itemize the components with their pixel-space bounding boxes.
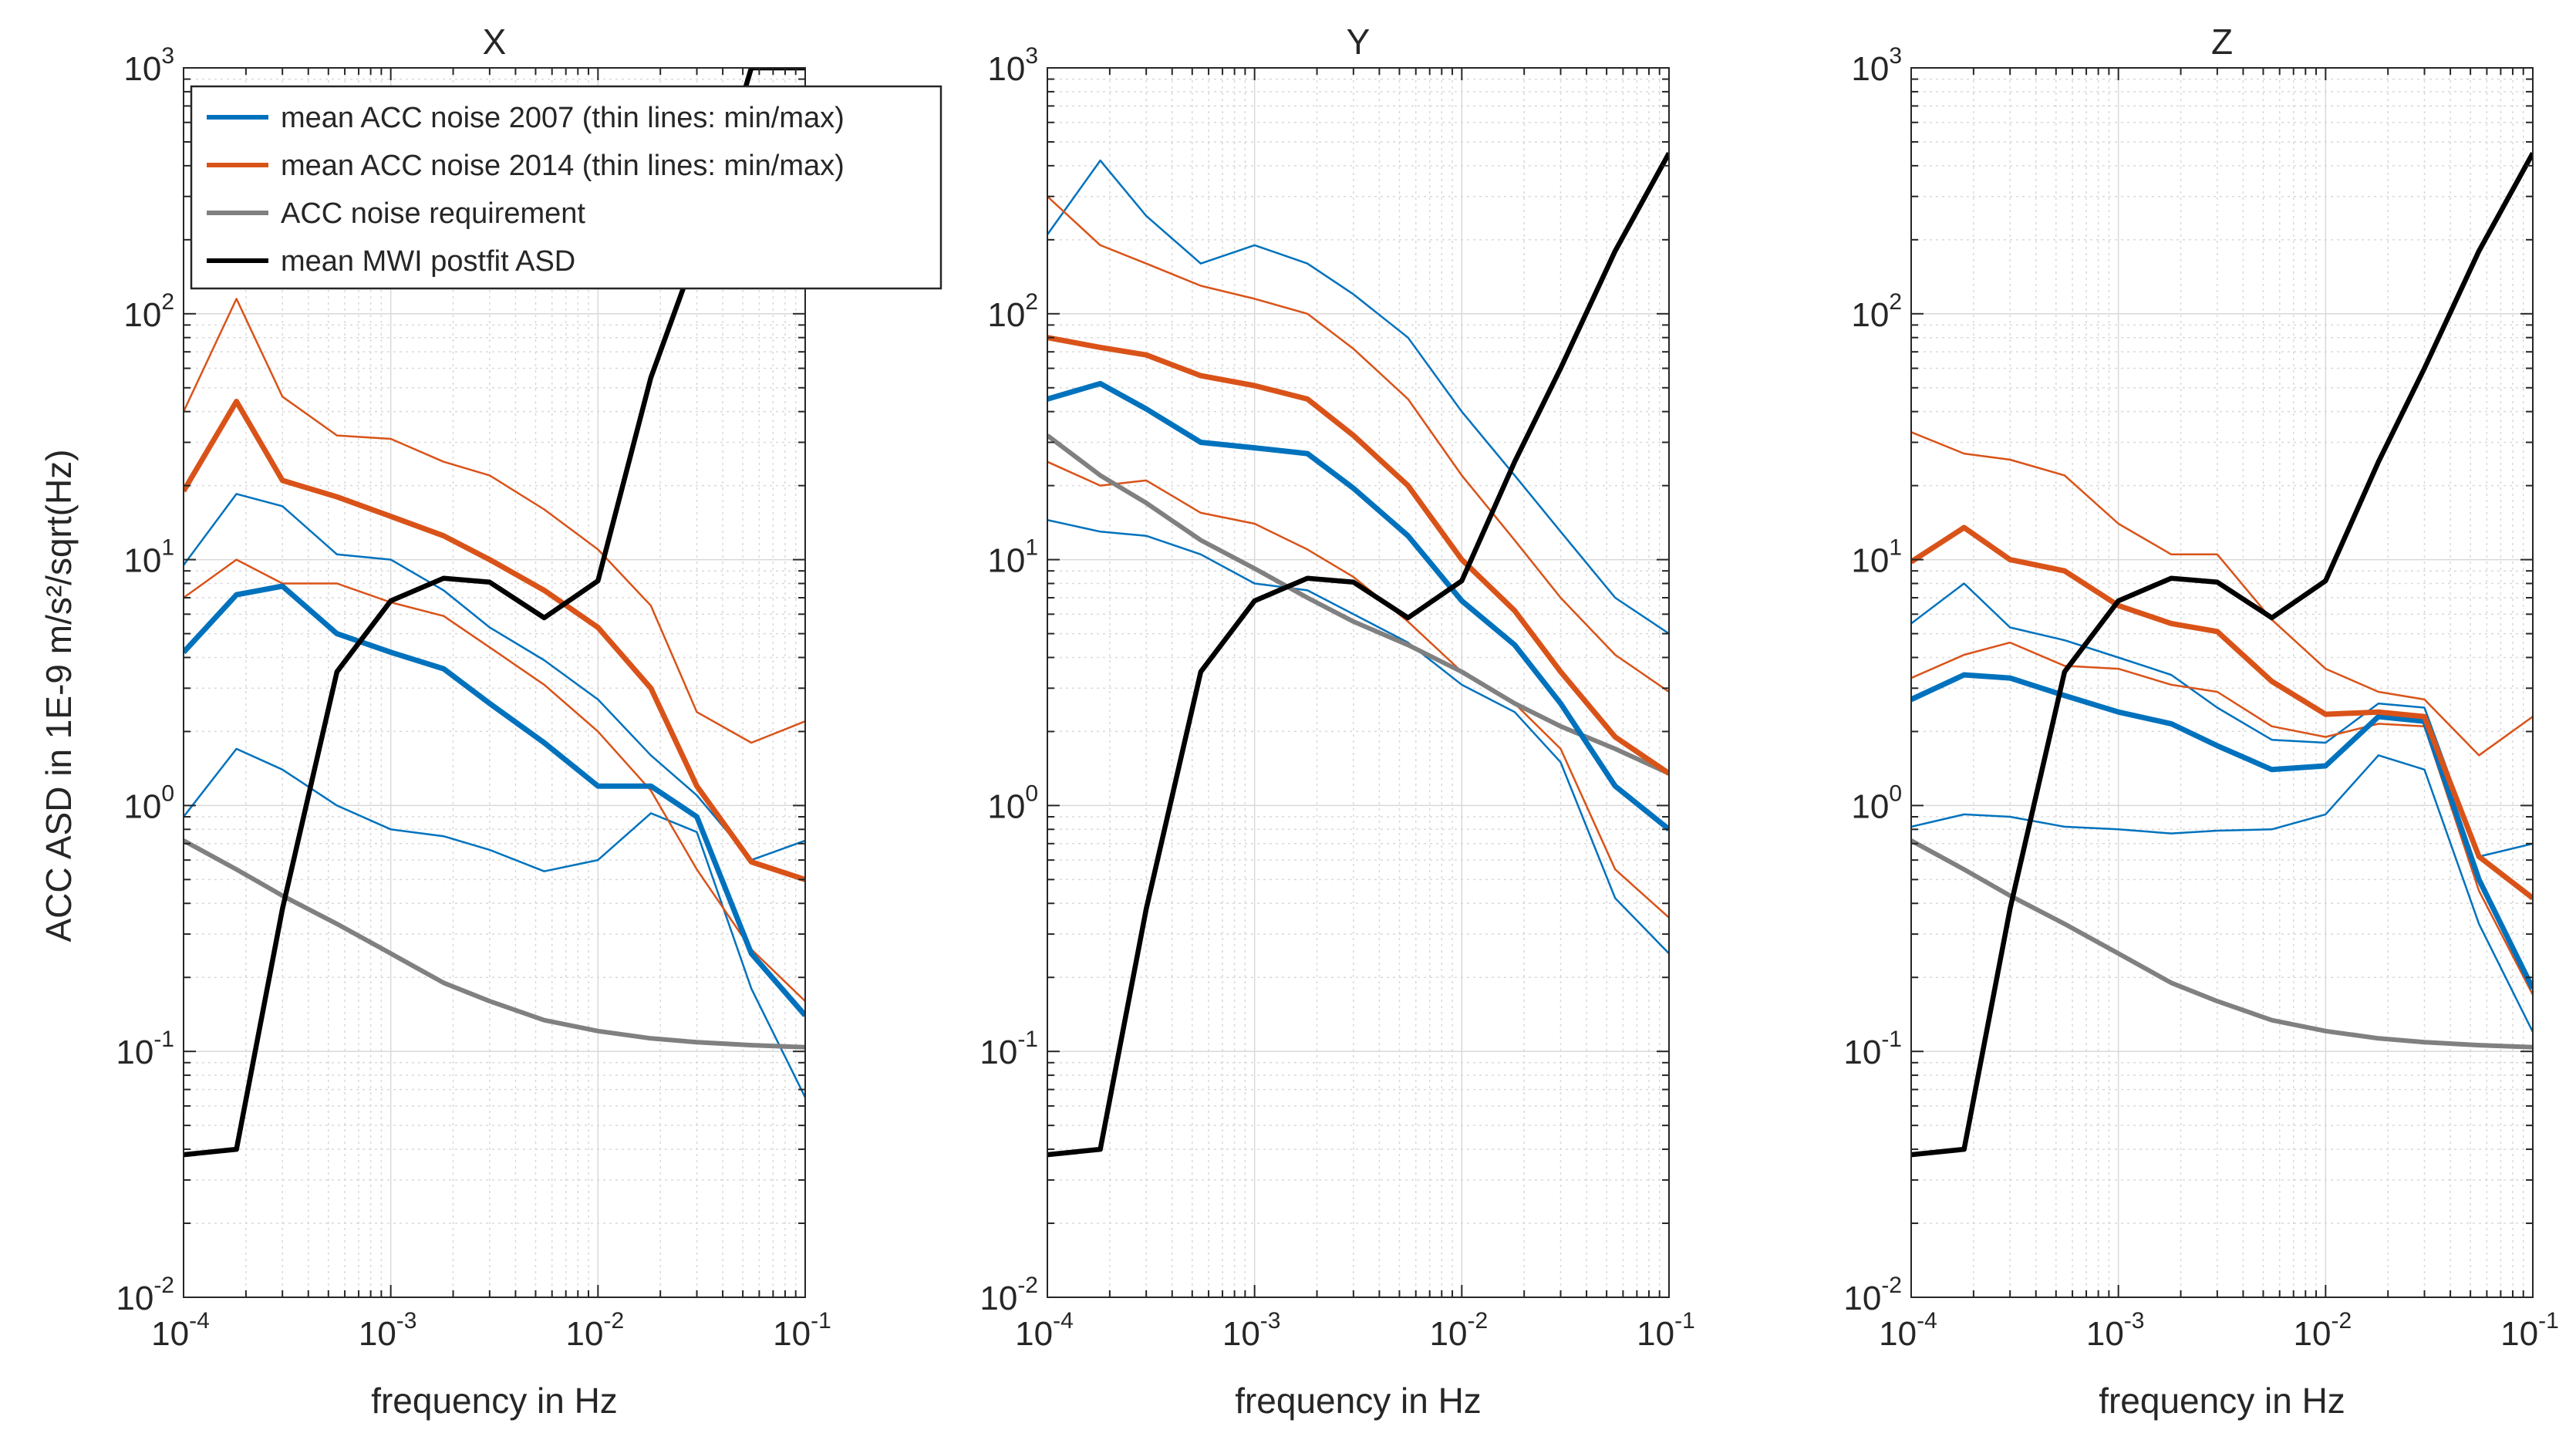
series-line-min2007: [1911, 754, 2533, 1033]
legend-label-requirement: ACC noise requirement: [281, 197, 585, 230]
x-axis-label: frequency in Hz: [1235, 1381, 1482, 1421]
series-line-requirement: [1047, 433, 1669, 776]
x-tick-label: 10-2: [1430, 1308, 1489, 1353]
y-tick-label: 10-1: [979, 1027, 1038, 1071]
series-line-max2014: [184, 298, 805, 744]
tick-marks: [183, 67, 806, 1298]
series-line-max2007: [1911, 582, 2533, 858]
x-tick-label: 10-1: [1637, 1308, 1695, 1353]
series-line-max2014: [1047, 195, 1669, 693]
x-tick-label: 10-4: [151, 1308, 210, 1353]
grid: [1911, 68, 2533, 1297]
y-tick-label: 102: [1851, 289, 1902, 334]
series-line-min2014: [1047, 460, 1669, 919]
panel-y: 10-4 10-3 10-2 10-1 10-2 10-1 100 101 102 103 Yfre…: [979, 22, 1694, 1421]
series-group: [1047, 152, 1669, 1158]
y-tick-label: 101: [987, 535, 1038, 580]
panel-title: Y: [1347, 22, 1371, 62]
x-tick-label: 10-4: [1879, 1308, 1937, 1353]
legend-entry-mwi: mean MWI postfit ASD: [207, 245, 575, 278]
x-tick-label: 10-3: [2086, 1308, 2145, 1353]
plot-area: [1047, 68, 1669, 1297]
x-tick-label: 10-2: [2294, 1308, 2352, 1353]
y-tick-label: 10-1: [1843, 1027, 1902, 1071]
series-line-requirement: [184, 838, 805, 1050]
series-line-max2014: [1911, 431, 2533, 757]
series-line-mean2014: [184, 399, 805, 882]
y-tick-label: 102: [123, 289, 174, 334]
series-line-mean2014: [1911, 524, 2533, 901]
x-tick-label: 10-1: [773, 1308, 831, 1353]
axes-box: [1047, 67, 1670, 1298]
x-axis-label: frequency in Hz: [371, 1381, 618, 1421]
legend-box: [190, 85, 942, 290]
legend: mean ACC noise 2007 (thin lines: min/max…: [190, 85, 942, 290]
y-tick-label: 102: [987, 289, 1038, 334]
x-tick-label: 10-1: [2500, 1308, 2559, 1353]
series-line-mean2007: [184, 583, 805, 1017]
y-tick-label: 10-1: [116, 1027, 174, 1071]
series-line-mwi: [1911, 152, 2533, 1158]
series-line-min2007: [184, 747, 805, 1098]
legend-label-mwi: mean MWI postfit ASD: [281, 245, 575, 278]
panel-z: 10-4 10-3 10-2 10-1 10-2 10-1 100 101 102 103 Zfre…: [1843, 22, 2558, 1421]
legend-label-mean-2007: mean ACC noise 2007 (thin lines: min/max…: [281, 102, 845, 134]
series-group: [1911, 152, 2533, 1158]
y-tick-label: 101: [123, 535, 174, 580]
legend-entry-requirement: ACC noise requirement: [207, 197, 585, 230]
legend-entry-mean-2007: mean ACC noise 2007 (thin lines: min/max…: [207, 102, 845, 134]
axes-box: [183, 67, 806, 1298]
y-tick-label: 101: [1851, 535, 1902, 580]
y-tick-label: 103: [123, 43, 174, 88]
y-tick-label: 100: [1851, 781, 1902, 825]
legend-label-mean-2014: mean ACC noise 2014 (thin lines: min/max…: [281, 150, 845, 182]
x-tick-label: 10-2: [566, 1308, 625, 1353]
axes-box: [1910, 67, 2534, 1298]
y-axis-label: ACC ASD in 1E-9 m/s²/sqrt(Hz): [39, 450, 79, 942]
y-tick-label: 103: [1851, 43, 1902, 88]
tick-marks: [1910, 67, 2534, 1298]
panel-title: X: [483, 22, 507, 62]
x-tick-label: 10-3: [359, 1308, 417, 1353]
series-line-mwi: [1047, 152, 1669, 1158]
series-line-requirement: [1911, 838, 2533, 1050]
x-axis-label: frequency in Hz: [2099, 1381, 2345, 1421]
y-tick-label: 10-2: [116, 1273, 174, 1317]
series-line-mean2014: [1047, 335, 1669, 776]
series-line-max2007: [184, 493, 805, 862]
x-tick-label: 10-4: [1015, 1308, 1074, 1353]
series-line-mean2007: [1047, 380, 1669, 832]
series-line-max2007: [1047, 159, 1669, 635]
y-tick-label: 100: [123, 781, 174, 825]
y-tick-label: 10-2: [1843, 1273, 1902, 1317]
panel-title: Z: [2211, 22, 2233, 62]
tick-marks: [1047, 67, 1670, 1298]
y-tick-label: 100: [987, 781, 1038, 825]
plot-area: [1911, 68, 2533, 1297]
y-tick-label: 10-2: [979, 1273, 1038, 1317]
series-line-min2007: [1047, 518, 1669, 955]
y-tick-label: 103: [987, 43, 1038, 88]
x-tick-label: 10-3: [1222, 1308, 1281, 1353]
legend-entry-mean-2014: mean ACC noise 2014 (thin lines: min/max…: [207, 150, 845, 182]
